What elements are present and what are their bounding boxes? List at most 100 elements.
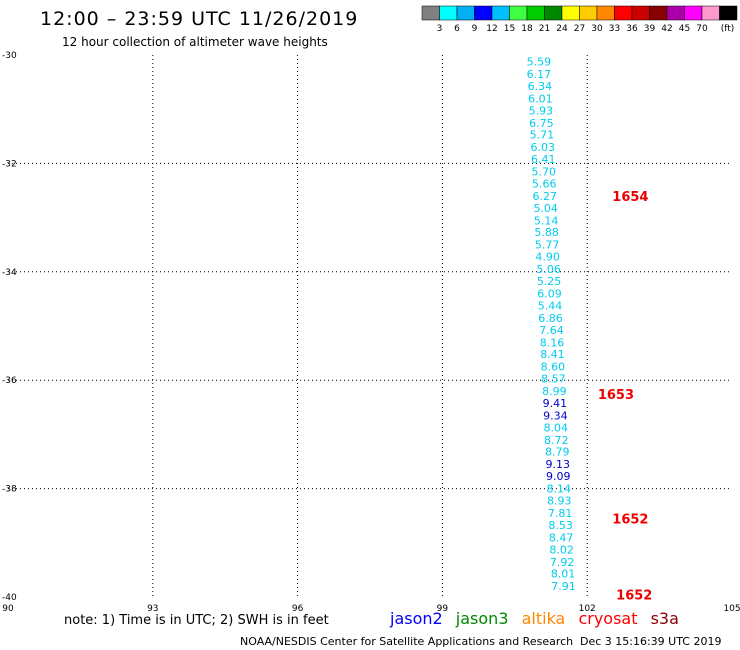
colorbar-swatch <box>666 5 685 21</box>
swh-value: 7.64 <box>539 324 564 337</box>
legend-jason3: jason3 <box>455 609 509 628</box>
y-tick-label: -36 <box>2 376 17 386</box>
colorbar-swatch <box>719 5 738 21</box>
swh-value: 8.04 <box>544 421 569 434</box>
colorbar-swatch <box>701 5 720 21</box>
swh-value: 5.25 <box>537 275 562 288</box>
swh-value: 8.41 <box>540 348 565 361</box>
swh-value: 6.86 <box>538 312 563 325</box>
swh-value: 6.01 <box>528 92 553 105</box>
swh-value: 5.66 <box>532 177 557 190</box>
swh-value: 8.93 <box>547 495 572 508</box>
swh-value: 8.60 <box>541 361 566 374</box>
colorbar-swatch <box>596 5 615 21</box>
swh-value: 8.99 <box>542 385 567 398</box>
swh-value: 5.71 <box>530 129 555 142</box>
colorbar-swatch <box>456 5 475 21</box>
swh-value: 8.02 <box>549 543 574 556</box>
colorbar-label: 27 <box>574 24 585 34</box>
swh-value: 9.09 <box>546 470 571 483</box>
colorbar-label: 9 <box>472 24 478 34</box>
y-tick-label: -34 <box>2 268 17 278</box>
colorbar-label: 18 <box>521 24 533 34</box>
grid <box>8 55 732 597</box>
swh-value: 6.75 <box>529 117 554 130</box>
colorbar-swatch <box>439 5 458 21</box>
swh-value: 8.01 <box>551 568 576 581</box>
colorbar-swatch <box>474 5 493 21</box>
swh-value: 8.57 <box>541 373 566 386</box>
colorbar-label: 24 <box>556 24 568 34</box>
time-label: 1653 <box>598 388 634 403</box>
swh-value: 7.91 <box>551 580 576 593</box>
colorbar-swatch <box>631 5 650 21</box>
y-tick-label: -30 <box>2 51 17 61</box>
time-label: 1652 <box>616 588 652 603</box>
colorbar-label: 39 <box>644 24 656 34</box>
colorbar-label: 33 <box>609 24 620 34</box>
colorbar-swatch <box>579 5 598 21</box>
colorbar-label: 36 <box>626 24 638 34</box>
swh-value: 5.44 <box>538 299 563 312</box>
legend-cryosat: cryosat <box>578 609 638 628</box>
swh-value: 9.34 <box>543 409 568 422</box>
colorbar: 3 6 9 12 15 18 21 24 27 30 33 36 39 42 45 70 (ft) <box>421 5 738 34</box>
x-tick-label: 93 <box>147 604 158 614</box>
colorbar-label: 70 <box>696 24 708 34</box>
legend-jason2: jason2 <box>390 609 443 628</box>
time-label: 1652 <box>612 512 648 527</box>
colorbar-swatch <box>614 5 633 21</box>
swh-value: 8.79 <box>545 446 570 459</box>
swh-value: 8.16 <box>540 336 565 349</box>
colorbar-label: 21 <box>539 24 550 34</box>
colorbar-swatch <box>684 5 703 21</box>
colorbar-label: 15 <box>504 24 515 34</box>
footer-agency: NOAA/NESDIS Center for Satellite Applica… <box>240 635 574 648</box>
swh-value: 9.13 <box>546 458 571 471</box>
swh-value: 6.41 <box>531 153 556 166</box>
colorbar-unit: (ft) <box>721 24 735 34</box>
swh-value: 7.81 <box>548 507 573 520</box>
swh-value: 5.70 <box>532 166 557 179</box>
swh-value: 5.06 <box>536 263 561 276</box>
swh-value: 8.53 <box>548 519 573 532</box>
swh-value: 6.17 <box>527 68 552 81</box>
legend-s3a: s3a <box>650 609 679 628</box>
swh-value: 5.14 <box>534 214 559 227</box>
swh-value: 8.47 <box>549 531 574 544</box>
swh-value: 6.09 <box>537 287 562 300</box>
axes: 90 93 96 99 102 105 -30 -32 -34 -36 -38 -40 <box>2 51 740 614</box>
colorbar-swatch <box>649 5 668 21</box>
y-tick-label: -38 <box>2 485 17 495</box>
note-text: note: 1) Time is in UTC; 2) SWH is in fe… <box>64 613 329 628</box>
colorbar-label: 30 <box>591 24 603 34</box>
swh-value: 6.03 <box>531 141 556 154</box>
swh-value: 8.72 <box>544 434 569 447</box>
x-tick-label: 99 <box>437 604 449 614</box>
colorbar-label: 6 <box>454 24 460 34</box>
colorbar-swatch <box>561 5 580 21</box>
colorbar-swatch <box>509 5 528 21</box>
footer-timestamp: Dec 3 15:16:39 UTC 2019 <box>580 635 722 648</box>
swh-value: 7.92 <box>550 556 575 569</box>
swh-value: 8.14 <box>546 483 571 496</box>
swh-value: 5.93 <box>529 104 554 117</box>
colorbar-swatch <box>526 5 545 21</box>
colorbar-label: 45 <box>679 24 690 34</box>
colorbar-label: 12 <box>486 24 497 34</box>
time-labels: 1654 1653 1652 1652 <box>598 190 653 603</box>
colorbar-swatch <box>544 5 563 21</box>
colorbar-label: 42 <box>661 24 672 34</box>
chart-subtitle: 12 hour collection of altimeter wave hei… <box>62 35 328 49</box>
x-tick-label: 90 <box>2 604 14 614</box>
colorbar-swatch <box>491 5 510 21</box>
y-tick-label: -40 <box>2 593 17 603</box>
swh-value: 5.77 <box>535 239 560 252</box>
swh-value: 5.88 <box>534 226 559 239</box>
swh-value: 4.90 <box>535 251 560 264</box>
y-tick-label: -32 <box>2 159 17 169</box>
swh-value: 9.41 <box>543 397 568 410</box>
x-tick-label: 102 <box>579 604 596 614</box>
colorbar-swatch <box>421 5 440 21</box>
